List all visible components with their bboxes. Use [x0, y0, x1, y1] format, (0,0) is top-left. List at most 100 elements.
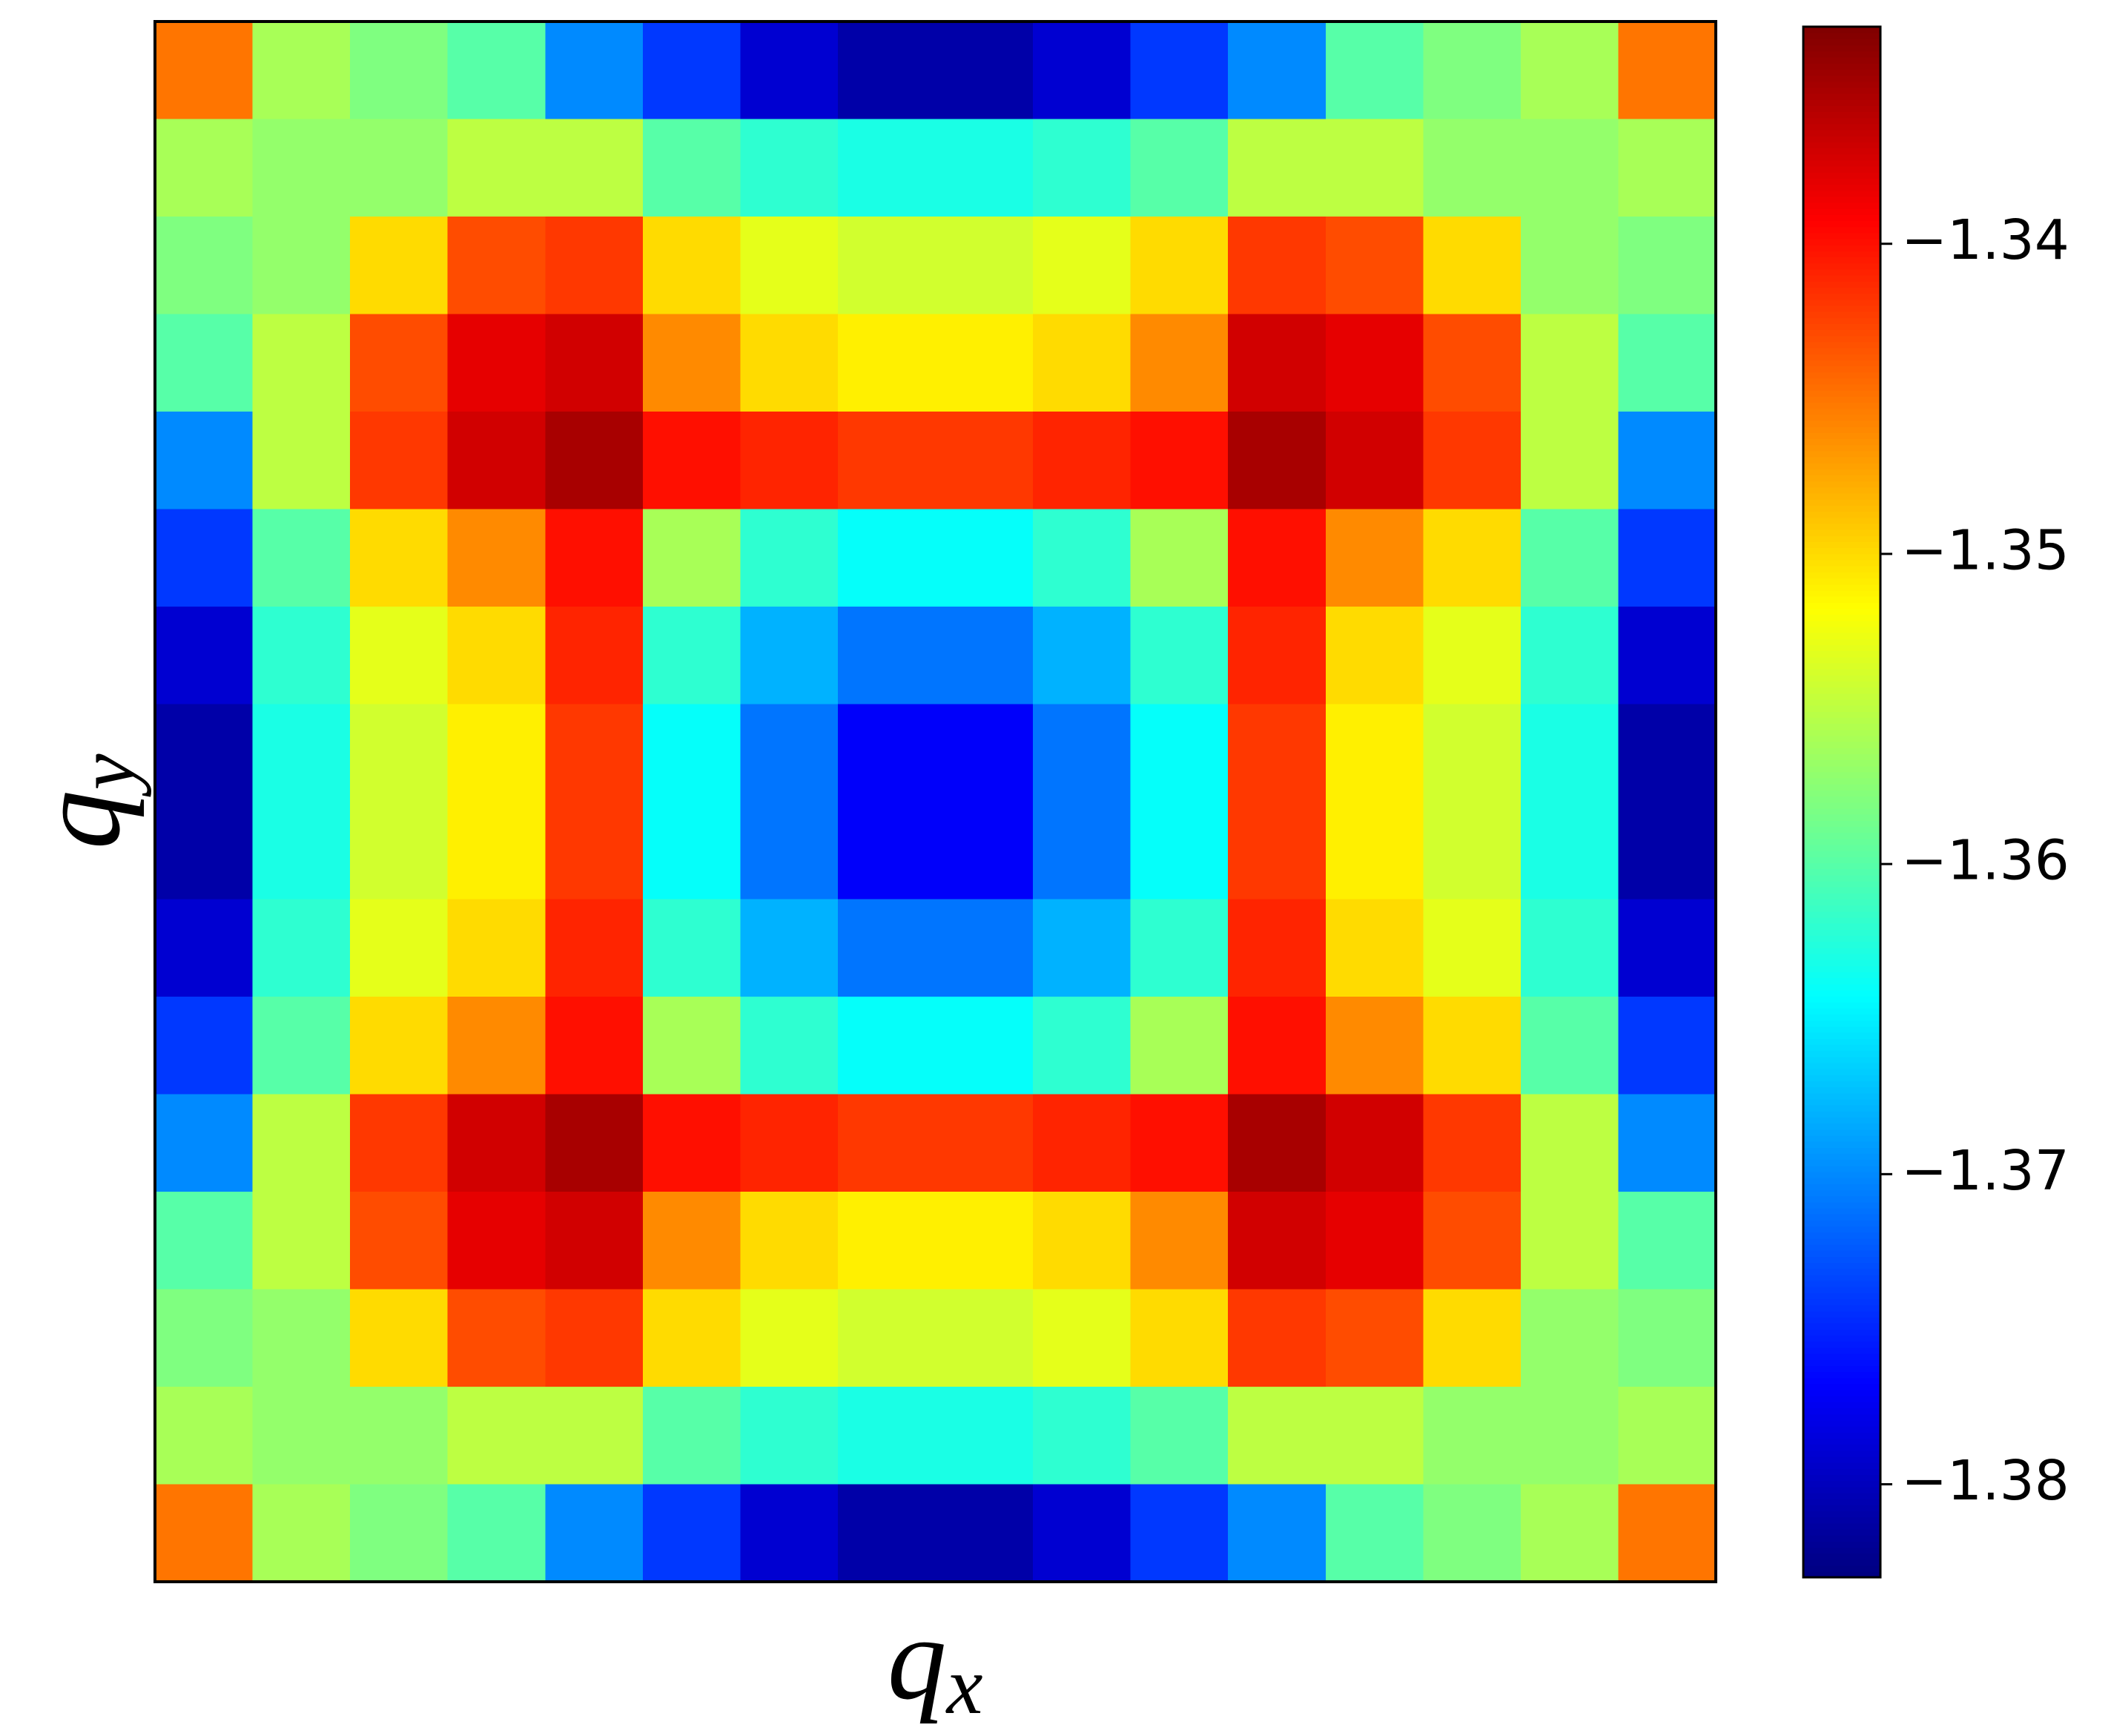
heatmap-cell [545, 22, 644, 120]
colorbar-segment [1803, 1032, 1880, 1039]
heatmap-cell [1130, 412, 1229, 510]
heatmap-cell [1520, 704, 1619, 802]
colorbar-segment [1803, 432, 1880, 440]
heatmap-cell [1520, 802, 1619, 900]
heatmap-cell [1130, 1192, 1229, 1290]
heatmap-cell [740, 802, 839, 900]
colorbar-segment [1803, 281, 1880, 288]
heatmap-cell [1325, 1192, 1424, 1290]
heatmap-cell [837, 997, 936, 1095]
colorbar-segment [1803, 293, 1880, 300]
heatmap-cell [642, 217, 741, 315]
colorbar-segment [1803, 165, 1880, 173]
colorbar-segment [1803, 1402, 1880, 1409]
colorbar-segment [1803, 383, 1880, 391]
colorbar-segment [1803, 1044, 1880, 1052]
colorbar-segment [1803, 1232, 1880, 1239]
colorbar-segment [1803, 966, 1880, 973]
colorbar-segment [1803, 111, 1880, 119]
heatmap-cell [252, 22, 351, 120]
heatmap-cell [740, 704, 839, 802]
colorbar-segment [1803, 511, 1880, 518]
colorbar-segment [1803, 723, 1880, 730]
colorbar-segment [1803, 1213, 1880, 1221]
heatmap-cell [1423, 22, 1522, 120]
colorbar-segment [1803, 81, 1880, 88]
colorbar-segment [1803, 656, 1880, 664]
colorbar-segment [1803, 1498, 1880, 1505]
colorbar-segment [1803, 1534, 1880, 1542]
colorbar-segment [1803, 463, 1880, 470]
heatmap-cell [1033, 704, 1132, 802]
heatmap-cell [1033, 1484, 1132, 1582]
y-axis-label: qy [13, 753, 151, 849]
colorbar-segment [1803, 178, 1880, 185]
colorbar-segment [1803, 1135, 1880, 1142]
heatmap-cell [1325, 1094, 1424, 1192]
heatmap-cell [1130, 704, 1229, 802]
heatmap-cell [1423, 1484, 1522, 1582]
heatmap-cell [935, 314, 1034, 412]
colorbar-segment [1803, 929, 1880, 936]
heatmap-cell [350, 607, 449, 705]
colorbar-segment [1803, 601, 1880, 609]
heatmap-cell [155, 509, 254, 607]
heatmap-cell [837, 802, 936, 900]
heatmap-cell [1423, 314, 1522, 412]
heatmap-cell [545, 1289, 644, 1387]
colorbar-segment [1803, 154, 1880, 161]
heatmap-cell [155, 1484, 254, 1582]
colorbar [1803, 27, 1880, 1578]
colorbar-segment [1803, 136, 1880, 142]
colorbar-segment [1803, 1353, 1880, 1360]
colorbar-segment [1803, 420, 1880, 427]
colorbar-segment [1803, 1293, 1880, 1300]
colorbar-segment [1803, 99, 1880, 106]
heatmap-cell [447, 1387, 546, 1485]
colorbar-segment [1803, 608, 1880, 615]
colorbar-segment [1803, 335, 1880, 343]
colorbar-segment [1803, 75, 1880, 82]
heatmap-cell [350, 1094, 449, 1192]
heatmap-cell [1130, 1094, 1229, 1192]
heatmap-cell [350, 1192, 449, 1290]
colorbar-segment [1803, 559, 1880, 567]
colorbar-segment [1803, 63, 1880, 70]
heatmap-cell [1520, 314, 1619, 412]
colorbar-segment [1803, 1256, 1880, 1264]
heatmap-cell [1228, 1094, 1327, 1192]
colorbar-segment [1803, 1310, 1880, 1318]
colorbar-segment [1803, 402, 1880, 409]
heatmap-cell [252, 1094, 351, 1192]
heatmap-cell [447, 1094, 546, 1192]
heatmap-cell [155, 314, 254, 412]
colorbar-segment [1803, 862, 1880, 870]
colorbar-tick-label: −1.36 [1901, 829, 2069, 893]
colorbar-segment [1803, 456, 1880, 463]
colorbar-segment [1803, 759, 1880, 767]
colorbar-segment [1803, 572, 1880, 579]
colorbar-segment [1803, 142, 1880, 149]
colorbar-segment [1803, 1413, 1880, 1421]
colorbar-segment [1803, 1486, 1880, 1494]
colorbar-segment [1803, 87, 1880, 94]
heatmap-cell [1033, 997, 1132, 1095]
colorbar-segment [1803, 245, 1880, 252]
heatmap-cell [350, 22, 449, 120]
colorbar-segment [1803, 1559, 1880, 1566]
colorbar-segment [1803, 190, 1880, 197]
colorbar-segment [1803, 899, 1880, 906]
heatmap-cell [1325, 802, 1424, 900]
colorbar-segment [1803, 753, 1880, 761]
colorbar-segment [1803, 941, 1880, 948]
heatmap-cell [1520, 217, 1619, 315]
colorbar-segment [1803, 1280, 1880, 1287]
heatmap-cell [252, 509, 351, 607]
heatmap-cell [545, 1192, 644, 1290]
heatmap-cell [1130, 217, 1229, 315]
heatmap-cell [837, 1094, 936, 1192]
heatmap-cell [1618, 1289, 1717, 1387]
heatmap-cell [642, 1387, 741, 1485]
heatmap-cell [935, 1289, 1034, 1387]
heatmap-cell [837, 314, 936, 412]
